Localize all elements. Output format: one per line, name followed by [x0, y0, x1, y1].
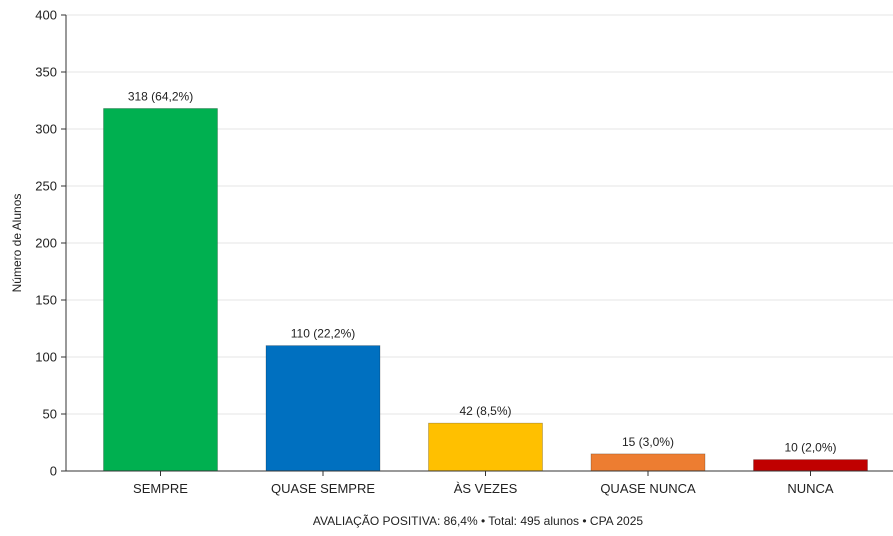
- bar--s-vezes: [428, 422, 543, 472]
- x-category-label: SEMPRE: [133, 481, 188, 496]
- bar-data-label: 42 (8,5%): [459, 404, 511, 418]
- x-category-label: NUNCA: [787, 481, 834, 496]
- y-tick-label: 350: [35, 65, 57, 80]
- bar-sempre: [103, 108, 218, 472]
- bar-data-label: 318 (64,2%): [128, 89, 193, 103]
- bar-data-label: 10 (2,0%): [784, 441, 836, 455]
- y-tick-label: 250: [35, 179, 57, 194]
- y-tick-label: 50: [43, 407, 57, 422]
- x-category-label: ÀS VEZES: [454, 481, 518, 496]
- bars: [103, 108, 868, 472]
- y-tick-label: 150: [35, 293, 57, 308]
- y-tick-label: 0: [50, 464, 57, 479]
- bar-data-label: 110 (22,2%): [291, 327, 355, 341]
- y-tick-labels: 0 50 100 150 200 250 300 350 400: [35, 8, 66, 479]
- y-tick-label: 400: [35, 8, 57, 23]
- bar-quase-nunca: [590, 453, 706, 472]
- bar-data-label: 15 (3,0%): [622, 435, 674, 449]
- y-axis-title: Número de Alunos: [10, 194, 24, 293]
- x-category-label: QUASE NUNCA: [600, 481, 696, 496]
- x-category-labels: SEMPRE QUASE SEMPRE ÀS VEZES QUASE NUNCA NUN…: [133, 471, 834, 496]
- x-category-label: QUASE SEMPRE: [271, 481, 375, 496]
- y-tick-label: 200: [35, 236, 57, 251]
- bar-quase-sempre: [265, 345, 381, 472]
- data-labels: 318 (64,2%) 110 (22,2%) 42 (8,5%) 15 (3,0%)…: [128, 89, 837, 454]
- y-tick-label: 300: [35, 122, 57, 137]
- bar-nunca: [753, 459, 868, 472]
- y-tick-label: 100: [35, 350, 57, 365]
- x-axis-title: AVALIAÇÃO POSITIVA: 86,4% • Total: 495 a…: [313, 514, 643, 528]
